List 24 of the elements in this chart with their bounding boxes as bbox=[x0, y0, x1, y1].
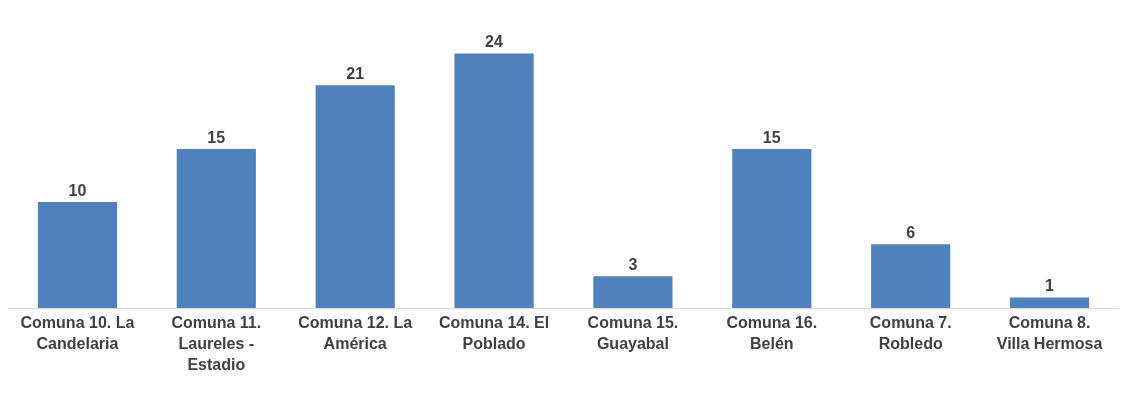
x-tick-label: Comuna 8. Villa Hermosa bbox=[996, 314, 1103, 352]
bar bbox=[593, 276, 673, 308]
data-label: 1 bbox=[1045, 277, 1055, 295]
x-tick-label: Comuna 16. Belén bbox=[726, 314, 818, 352]
x-tick-label: Comuna 10. La Candelaria bbox=[20, 314, 135, 352]
data-label: 10 bbox=[68, 181, 87, 199]
bar bbox=[37, 201, 118, 308]
bar bbox=[1009, 297, 1090, 308]
data-label: 21 bbox=[346, 65, 365, 83]
x-tick-label: Comuna 11. Laureles - Estadio bbox=[171, 314, 262, 373]
x-tick-label: Comuna 14. El Poblado bbox=[438, 314, 550, 352]
data-label: 24 bbox=[485, 33, 504, 51]
x-tick-label: Comuna 15. Guayabal bbox=[587, 314, 679, 352]
bar bbox=[871, 244, 951, 308]
x-tick-label: Comuna 12. La América bbox=[298, 314, 413, 352]
x-tick-label: Comuna 7. Robledo bbox=[869, 314, 952, 352]
data-label: 15 bbox=[762, 128, 781, 146]
bar bbox=[732, 148, 812, 308]
bar bbox=[315, 85, 395, 308]
data-label: 15 bbox=[207, 128, 226, 146]
bar bbox=[454, 53, 534, 308]
data-label: 3 bbox=[628, 256, 638, 274]
bar bbox=[176, 148, 256, 308]
data-label: 6 bbox=[906, 224, 916, 242]
